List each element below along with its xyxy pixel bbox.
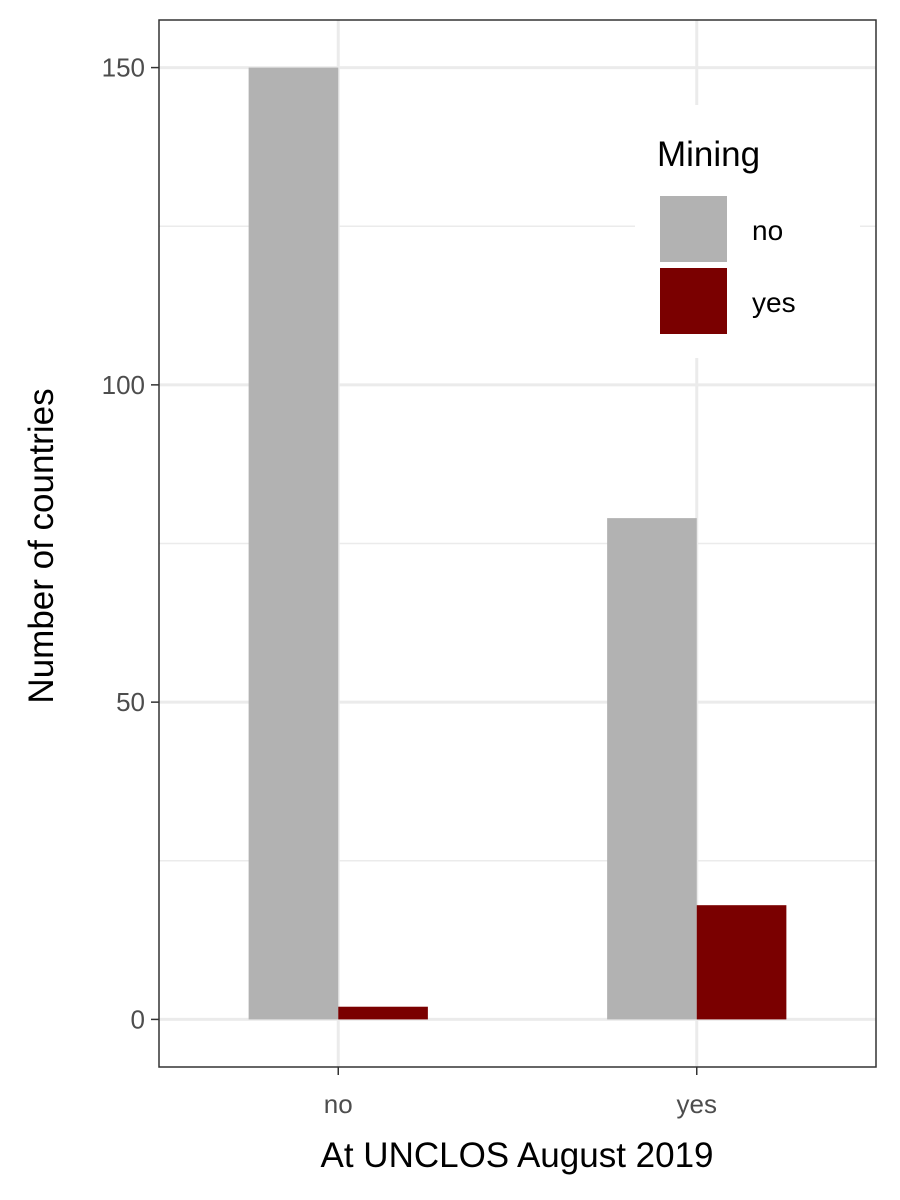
legend-key-yes <box>660 268 727 334</box>
bar-yes-no <box>607 518 697 1020</box>
legend: Mining no yes <box>635 105 860 358</box>
legend-key-no <box>660 196 727 262</box>
y-tick-label: 0 <box>131 1004 145 1034</box>
y-tick-label: 50 <box>116 687 145 717</box>
x-tick-label: no <box>324 1089 353 1119</box>
y-tick-label: 150 <box>102 53 145 83</box>
x-tick-label: yes <box>677 1089 717 1119</box>
bars <box>248 67 787 1020</box>
x-axis: no yes <box>324 1067 717 1119</box>
legend-label-yes: yes <box>752 287 796 318</box>
legend-label-no: no <box>752 215 783 246</box>
x-axis-title: At UNCLOS August 2019 <box>321 1136 714 1175</box>
legend-title: Mining <box>657 135 760 174</box>
panel-border <box>158 19 877 1068</box>
y-axis: 0 50 100 150 <box>102 53 159 1034</box>
bar-no-yes <box>338 1006 428 1020</box>
bar-yes-yes <box>696 905 787 1020</box>
bar-no-no <box>248 67 339 1020</box>
y-axis-title: Number of countries <box>22 388 61 703</box>
y-tick-label: 100 <box>102 370 145 400</box>
